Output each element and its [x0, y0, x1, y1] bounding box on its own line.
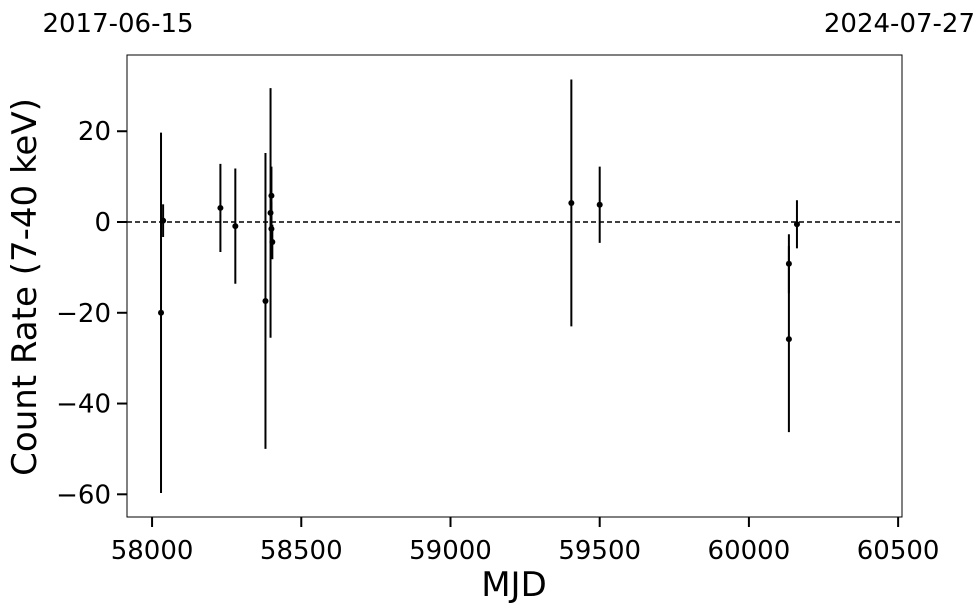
point	[785, 336, 792, 343]
point	[269, 238, 276, 245]
point	[596, 201, 603, 208]
point	[217, 204, 224, 211]
point	[793, 221, 800, 228]
x-tick-label: 60500	[857, 536, 940, 566]
y-tick-label: 20	[78, 117, 111, 147]
y-tick-label: −60	[56, 480, 111, 510]
y-tick-label: −20	[56, 299, 111, 329]
x-tick-label: 59000	[409, 536, 492, 566]
x-tick-label: 58500	[260, 536, 343, 566]
y-axis-label: Count Rate (7-40 keV)	[5, 98, 45, 476]
x-tick-label: 59500	[558, 536, 641, 566]
point	[160, 217, 167, 224]
x-axis-label: MJD	[481, 565, 547, 605]
annotation: 2024-07-27	[824, 9, 975, 39]
annotation: 2017-06-15	[42, 9, 193, 39]
point	[262, 297, 269, 304]
point	[268, 192, 275, 199]
point	[232, 223, 239, 230]
point	[568, 199, 575, 206]
y-tick-label: 0	[94, 208, 111, 238]
plot-frame	[126, 54, 903, 518]
y-tick-label: −40	[56, 390, 111, 420]
x-tick-label: 60000	[708, 536, 791, 566]
point	[158, 309, 165, 316]
x-tick-label: 58000	[111, 536, 194, 566]
